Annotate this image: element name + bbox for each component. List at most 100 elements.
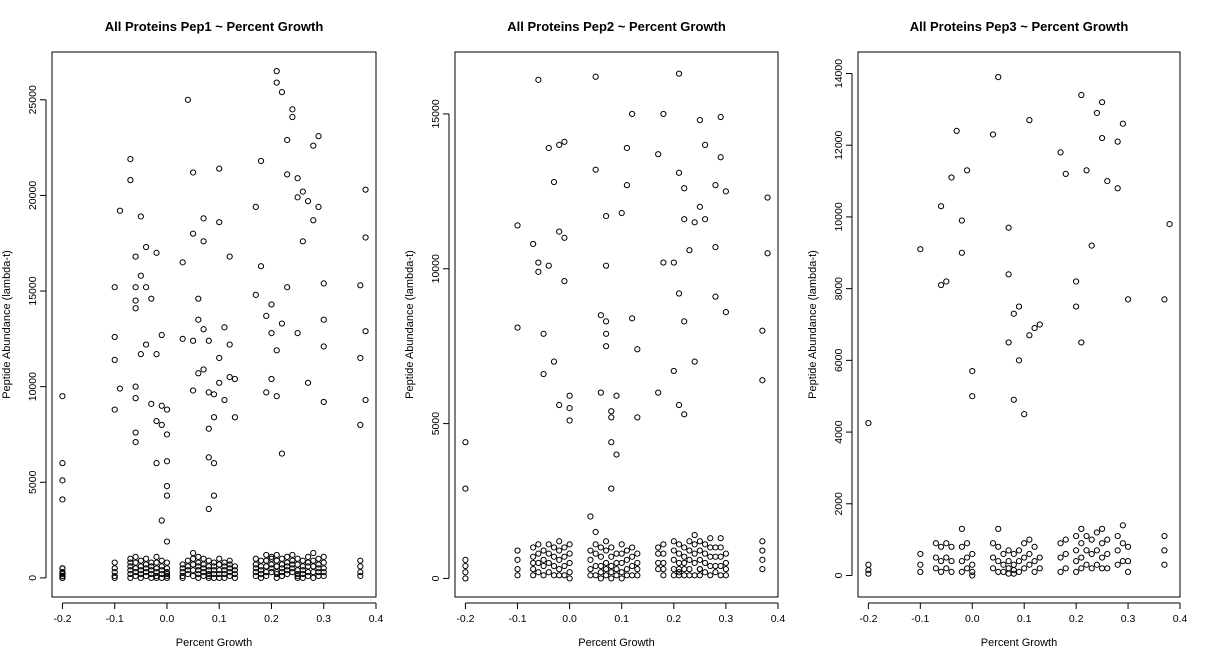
data-point: [127, 570, 134, 578]
data-point: [304, 379, 312, 386]
data-point: [540, 370, 547, 378]
data-point: [696, 117, 703, 124]
data-point: [1031, 543, 1038, 550]
data-point: [629, 572, 636, 579]
y-tick-label: 5000: [27, 470, 39, 494]
data-point: [618, 209, 625, 217]
data-point: [707, 562, 714, 570]
chart-title: All Proteins Pep3 ~ Percent Growth: [910, 19, 1129, 34]
data-point: [1005, 565, 1012, 572]
data-point: [148, 295, 155, 302]
data-point: [278, 450, 286, 457]
data-point: [127, 177, 134, 184]
y-axis-label: Peptide Abundance (lambda-t): [807, 250, 819, 399]
data-point: [701, 559, 709, 567]
data-point: [289, 113, 296, 121]
data-point: [273, 574, 280, 581]
x-tick-label: 0.1: [614, 613, 629, 625]
data-point: [315, 555, 322, 562]
data-point: [252, 555, 259, 562]
data-point: [701, 541, 709, 548]
data-point: [550, 178, 558, 186]
data-point: [189, 337, 197, 344]
data-point: [1005, 547, 1012, 554]
data-point: [597, 312, 604, 319]
y-tick-label: 8000: [833, 277, 845, 301]
data-point: [556, 566, 563, 573]
data-point: [127, 567, 134, 574]
data-point: [865, 561, 872, 568]
data-point: [540, 556, 547, 563]
data-point: [320, 572, 327, 580]
y-tick-label: 25000: [27, 85, 39, 114]
data-point: [304, 559, 312, 566]
data-point: [357, 563, 364, 570]
data-point: [675, 70, 683, 77]
data-point: [561, 234, 568, 241]
data-point: [717, 572, 724, 579]
x-tick-label: -0.1: [508, 613, 526, 625]
data-point: [210, 559, 218, 566]
data-point: [216, 561, 223, 568]
data-point: [299, 570, 306, 578]
data-point: [1057, 568, 1064, 576]
data-point: [602, 559, 610, 567]
data-point: [257, 157, 265, 165]
data-point: [1015, 558, 1023, 565]
data-point: [268, 330, 275, 337]
data-point: [1021, 540, 1028, 547]
y-tick-label: 10000: [430, 254, 442, 283]
data-point: [294, 572, 301, 580]
data-point: [696, 572, 703, 579]
data-point: [257, 263, 265, 270]
data-point: [535, 268, 542, 275]
data-point: [1098, 565, 1106, 572]
data-point: [184, 563, 191, 570]
data-point: [1078, 554, 1085, 561]
data-point: [1124, 558, 1132, 565]
data-point: [707, 572, 714, 579]
data-point: [179, 565, 186, 572]
data-point: [602, 318, 610, 325]
data-point: [216, 165, 223, 172]
data-point: [1005, 570, 1012, 577]
data-point: [362, 234, 369, 241]
x-tick-label: -0.2: [456, 613, 474, 625]
data-point: [153, 569, 160, 576]
data-point: [310, 217, 317, 224]
data-point: [717, 562, 724, 570]
data-point: [320, 559, 327, 566]
data-point: [556, 401, 563, 409]
data-point: [231, 414, 239, 421]
y-tick-label: 2000: [833, 492, 845, 516]
data-point: [257, 574, 265, 581]
data-point: [226, 561, 233, 568]
data-point: [1083, 167, 1090, 174]
data-point: [1093, 109, 1101, 117]
data-point: [530, 572, 537, 579]
data-point: [1031, 568, 1038, 576]
data-point: [111, 569, 118, 576]
data-point: [691, 531, 698, 539]
data-point: [556, 538, 563, 545]
data-point: [1083, 561, 1090, 568]
data-point: [592, 562, 599, 570]
data-point: [681, 216, 688, 223]
data-point: [597, 389, 604, 396]
data-point: [608, 569, 615, 576]
data-point: [1104, 565, 1111, 572]
data-point: [127, 155, 134, 163]
data-point: [691, 541, 698, 548]
data-point: [707, 544, 714, 551]
data-point: [759, 566, 766, 573]
data-point: [696, 547, 703, 554]
data-point: [462, 439, 469, 446]
data-point: [712, 562, 719, 570]
data-point: [1161, 296, 1168, 303]
data-point: [618, 569, 625, 576]
data-point: [163, 574, 171, 581]
data-point: [273, 557, 280, 564]
data-point: [535, 559, 542, 567]
data-point: [566, 559, 573, 567]
data-point: [226, 373, 233, 381]
